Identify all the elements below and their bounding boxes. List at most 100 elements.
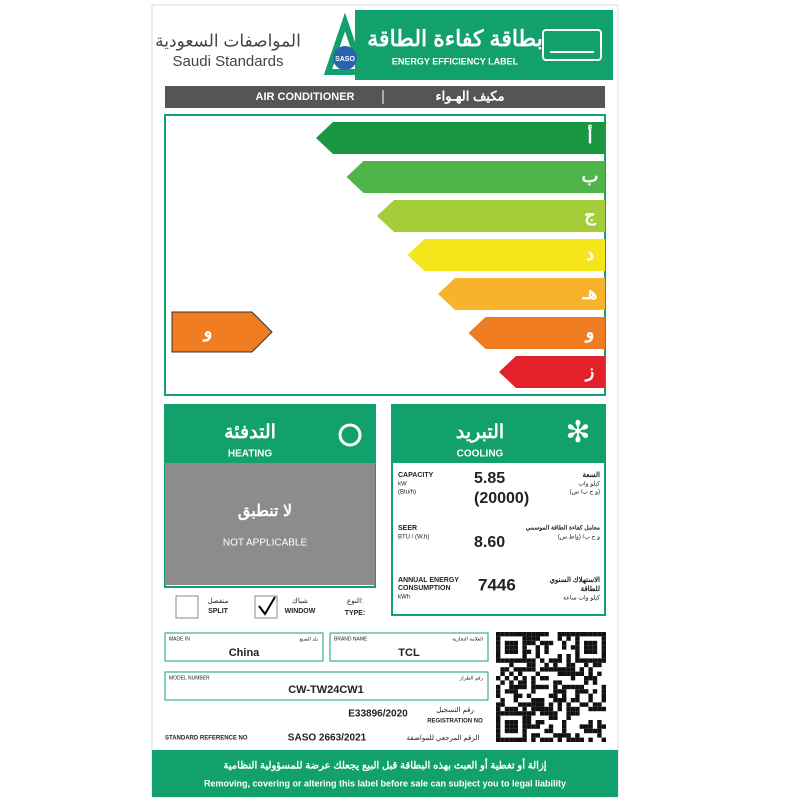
qr-module (522, 676, 527, 681)
qr-module (570, 676, 576, 681)
qr-module (509, 645, 514, 650)
qr-module (570, 632, 576, 637)
qr-module (540, 698, 545, 703)
qr-module (553, 680, 558, 685)
field-caption: رقم الطراز (459, 675, 484, 681)
qr-module (535, 645, 540, 650)
brand: TCL (398, 647, 420, 659)
qr-module (500, 711, 505, 716)
qr-module (518, 711, 523, 716)
qr-module (553, 662, 558, 668)
qr-module (526, 658, 532, 663)
qr-module (496, 715, 501, 720)
qr-module (504, 640, 510, 646)
qr-module (575, 636, 580, 641)
rating-class: و (584, 322, 595, 343)
qr-module (518, 667, 523, 672)
registration-caption: رقم التسجيل (436, 706, 474, 714)
qr-module (526, 667, 532, 672)
qr-module (579, 671, 584, 676)
qr-module (601, 645, 606, 650)
qr-module (522, 706, 527, 712)
qr-module (531, 689, 536, 694)
qr-module (535, 636, 540, 641)
qr-module (531, 658, 536, 663)
qr-module (592, 640, 598, 646)
qr-module (570, 671, 576, 676)
qr-module (562, 728, 567, 734)
qr-module (548, 711, 554, 716)
qr-module (548, 658, 554, 663)
qr-module (544, 632, 549, 637)
field-caption: العلامة التجارية (452, 636, 483, 642)
qr-module (601, 632, 606, 637)
qr-module (584, 724, 589, 729)
qr-module (509, 632, 514, 637)
title-arabic: بطاقة كفاءة الطاقة (367, 26, 542, 51)
qr-module (601, 724, 606, 729)
qr-module (518, 671, 523, 676)
qr-module (562, 645, 567, 650)
footer-arabic: إزالة أو تغطية أو العبث بهذه البطاقة قبل… (223, 759, 546, 772)
qr-module (570, 706, 576, 712)
qr-module (500, 702, 505, 707)
registration-caption: REGISTRATION NO (427, 719, 483, 725)
qr-module (513, 706, 518, 712)
qr-module (500, 698, 505, 703)
qr-module (592, 662, 598, 668)
qr-module (509, 720, 514, 725)
qr-module (509, 680, 514, 685)
qr-module (526, 720, 532, 725)
qr-module (504, 711, 510, 716)
qr-module (531, 706, 536, 712)
qr-module (588, 728, 593, 734)
status-english: NOT APPLICABLE (223, 538, 308, 549)
qr-module (504, 676, 510, 681)
qr-module (566, 658, 571, 663)
qr-module (601, 658, 606, 663)
qr-module (496, 706, 501, 712)
qr-module (575, 645, 580, 650)
checkbox (175, 595, 199, 619)
field-box (164, 632, 324, 662)
qr-module (496, 733, 501, 738)
qr-module (496, 720, 501, 725)
status-arabic: لا تنطبق (238, 503, 292, 521)
qr-module (601, 640, 606, 646)
qr-module (496, 645, 501, 650)
cooling-annual: kWh (398, 595, 410, 601)
qr-module (509, 737, 514, 742)
qr-module (513, 640, 518, 646)
qr-module (601, 698, 606, 703)
qr-module (592, 680, 598, 685)
qr-module (562, 693, 567, 698)
qr-module (562, 724, 567, 729)
qr-module (522, 640, 527, 646)
qr-module (562, 689, 567, 694)
qr-module (504, 632, 510, 637)
qr-module (496, 702, 501, 707)
qr-module (579, 689, 584, 694)
cooling-annual: ANNUAL ENERGY (398, 577, 459, 584)
qr-module (540, 658, 545, 663)
qr-module (584, 702, 589, 707)
qr-module (575, 640, 580, 646)
cooling-seer: و ح ب/ (واط.س) (558, 534, 600, 541)
heating-arabic: التدفئة (224, 422, 276, 443)
field-caption: MADE IN (169, 636, 190, 642)
qr-module (557, 698, 562, 703)
qr-module (509, 662, 514, 668)
qr-module (522, 724, 527, 729)
qr-module (566, 702, 571, 707)
qr-module (566, 733, 571, 738)
rating-class: ج (584, 205, 596, 226)
qr-module (588, 649, 593, 654)
qr-module (531, 640, 536, 646)
qr-module (570, 711, 576, 716)
qr-module (570, 667, 576, 672)
qr-module (496, 649, 501, 654)
qr-module (566, 671, 571, 676)
qr-module (557, 733, 562, 738)
qr-module (588, 658, 593, 663)
cooling-annual: 7446 (478, 575, 516, 594)
